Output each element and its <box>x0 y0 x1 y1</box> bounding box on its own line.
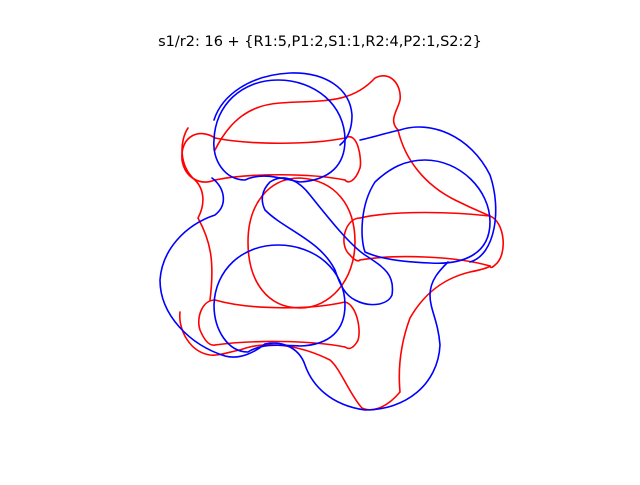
blue-top-arc <box>213 72 353 146</box>
red-lobe-bottom-right <box>344 301 360 350</box>
red-lobe-top-right <box>344 135 362 183</box>
red-band-right-lower <box>359 255 491 267</box>
red-left-edge <box>181 127 213 301</box>
blue-top-circle <box>213 79 346 183</box>
blue-curves <box>159 72 497 411</box>
plot-title: s1/r2: 16 + {R1:5,P1:2,S1:1,R2:4,P2:1,S2… <box>158 34 482 50</box>
red-band-top-lower <box>214 173 346 181</box>
blue-center-strand <box>261 177 394 306</box>
red-lower-left-edge <box>179 311 241 356</box>
blue-right-circle <box>361 159 491 265</box>
red-curves <box>179 75 505 411</box>
blue-bottom-circle <box>213 244 346 353</box>
red-center-circle <box>247 177 356 309</box>
red-arc-top <box>214 75 401 151</box>
red-lobe-bottom-left <box>198 299 216 346</box>
red-band-top-upper <box>214 137 346 145</box>
blue-right-outer-arc <box>359 126 497 263</box>
red-arc-bottom <box>239 265 491 411</box>
blue-bottom-right-arc <box>264 261 449 411</box>
red-lobe-right-left <box>343 217 361 262</box>
red-band-right-upper <box>359 211 491 219</box>
red-lobe-right-right <box>489 215 505 269</box>
red-arc-right <box>397 129 491 217</box>
red-band-bottom-upper <box>214 299 346 309</box>
red-lobe-top-left <box>181 132 216 183</box>
blue-left-arc <box>159 177 266 358</box>
